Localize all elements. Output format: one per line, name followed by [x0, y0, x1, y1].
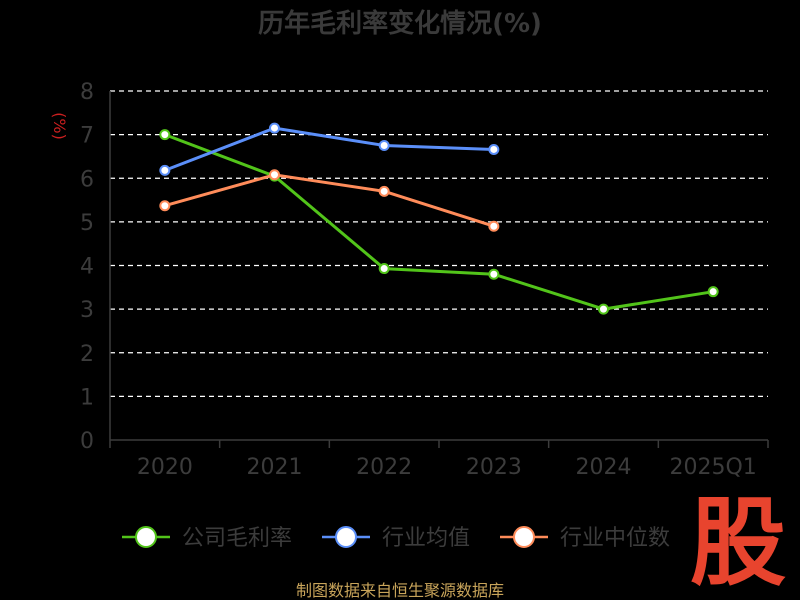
legend-item: 行业中位数	[500, 526, 670, 551]
data-point	[269, 122, 280, 134]
legend-marker	[513, 526, 535, 548]
data-point	[488, 143, 500, 155]
gridlines	[110, 90, 768, 398]
legend-item: 行业均值	[322, 526, 470, 551]
source-note: 制图数据来自恒生聚源数据库	[296, 581, 504, 600]
series-lines	[159, 122, 719, 315]
data-point	[488, 220, 500, 232]
y-tick-label: 1	[80, 385, 94, 410]
series-0	[159, 129, 719, 315]
legend-label: 行业均值	[382, 526, 470, 551]
y-tick-label: 0	[80, 429, 94, 454]
data-point	[159, 164, 171, 176]
series-1	[159, 122, 500, 176]
y-tick-label: 2	[80, 342, 94, 367]
x-tick-label: 2025Q1	[670, 455, 757, 480]
legend-label: 公司毛利率	[182, 526, 292, 551]
x-tick-label: 2023	[466, 455, 522, 480]
y-tick-label: 4	[80, 255, 94, 280]
x-tick-label: 2021	[247, 455, 303, 480]
series-line	[164, 173, 495, 228]
x-tick-label: 2024	[576, 455, 632, 480]
series-line	[164, 133, 714, 311]
x-tick-label: 2022	[356, 455, 412, 480]
data-point	[598, 303, 609, 315]
legend-label: 行业中位数	[560, 526, 670, 551]
legend-marker	[135, 526, 157, 548]
legend: 公司毛利率 行业均值 行业中位数	[122, 526, 670, 551]
y-tick-label: 8	[80, 80, 94, 105]
x-tick-label: 2020	[137, 455, 193, 480]
data-point	[707, 286, 719, 298]
y-tick-label: 7	[80, 124, 94, 149]
data-point	[378, 185, 390, 197]
axes: 0 1 2 3 4 5 6 7 8 2020 2021 2022 2023 2024 2025Q1	[80, 80, 769, 480]
y-axis-unit: (%)	[50, 112, 69, 140]
data-point	[159, 200, 171, 212]
y-tick-label: 6	[80, 167, 94, 192]
series-line	[164, 126, 494, 172]
y-tick-label: 5	[80, 211, 94, 236]
data-point	[488, 268, 500, 280]
legend-marker	[335, 526, 357, 548]
y-tick-label: 3	[80, 298, 94, 323]
brand-logo: 股	[690, 487, 786, 599]
chart-title: 历年毛利率变化情况(%)	[258, 8, 542, 39]
data-point	[159, 129, 171, 141]
data-point	[378, 263, 390, 275]
data-point	[378, 140, 390, 152]
data-point	[269, 169, 280, 181]
series-2	[159, 169, 500, 232]
legend-item: 公司毛利率	[122, 526, 292, 551]
